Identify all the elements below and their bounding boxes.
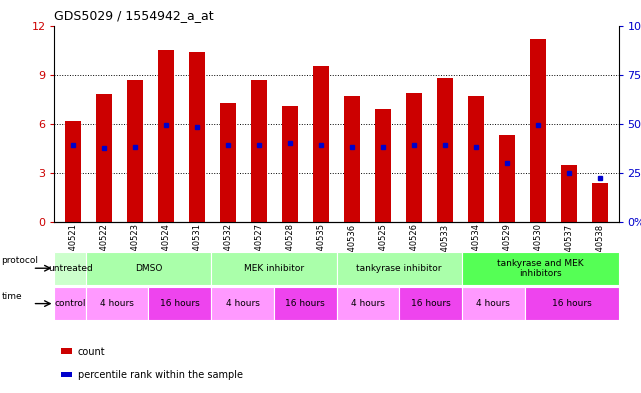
Bar	[462, 287, 524, 320]
Text: untreated: untreated	[48, 264, 92, 273]
Bar	[96, 94, 112, 222]
Text: 4 hours: 4 hours	[100, 299, 134, 308]
Bar	[592, 183, 608, 222]
Text: 4 hours: 4 hours	[476, 299, 510, 308]
Text: 4 hours: 4 hours	[226, 299, 260, 308]
Bar	[437, 78, 453, 222]
Text: tankyrase and MEK
inhibitors: tankyrase and MEK inhibitors	[497, 259, 583, 278]
Bar	[211, 252, 337, 285]
Bar	[468, 96, 484, 222]
Bar	[158, 50, 174, 222]
Bar	[65, 121, 81, 222]
Text: MEK inhibitor: MEK inhibitor	[244, 264, 304, 273]
Bar	[54, 252, 86, 285]
Bar	[211, 287, 274, 320]
Text: GDS5029 / 1554942_a_at: GDS5029 / 1554942_a_at	[54, 9, 214, 22]
Bar	[274, 287, 337, 320]
Text: 16 hours: 16 hours	[411, 299, 451, 308]
Bar	[375, 109, 391, 222]
Bar	[313, 66, 329, 222]
Text: DMSO: DMSO	[135, 264, 162, 273]
Bar	[499, 135, 515, 222]
Text: 16 hours: 16 hours	[285, 299, 325, 308]
Bar	[399, 287, 462, 320]
Text: 4 hours: 4 hours	[351, 299, 385, 308]
Bar	[524, 287, 619, 320]
Text: 16 hours: 16 hours	[160, 299, 200, 308]
Text: time: time	[1, 292, 22, 301]
Text: control: control	[54, 299, 86, 308]
Bar	[337, 252, 462, 285]
Bar	[86, 252, 211, 285]
Bar	[149, 287, 211, 320]
Bar	[221, 103, 236, 222]
Text: tankyrase inhibitor: tankyrase inhibitor	[356, 264, 442, 273]
Text: 16 hours: 16 hours	[552, 299, 592, 308]
Bar	[189, 52, 205, 222]
Bar	[282, 106, 298, 222]
Text: protocol: protocol	[1, 256, 38, 265]
Text: count: count	[78, 347, 105, 357]
Bar	[406, 93, 422, 222]
Bar	[86, 287, 149, 320]
Bar	[530, 39, 545, 222]
Bar	[251, 79, 267, 222]
Bar	[562, 165, 577, 222]
Text: percentile rank within the sample: percentile rank within the sample	[78, 370, 242, 380]
Bar	[337, 287, 399, 320]
Bar	[54, 287, 86, 320]
Bar	[462, 252, 619, 285]
Bar	[344, 96, 360, 222]
Bar	[128, 79, 143, 222]
